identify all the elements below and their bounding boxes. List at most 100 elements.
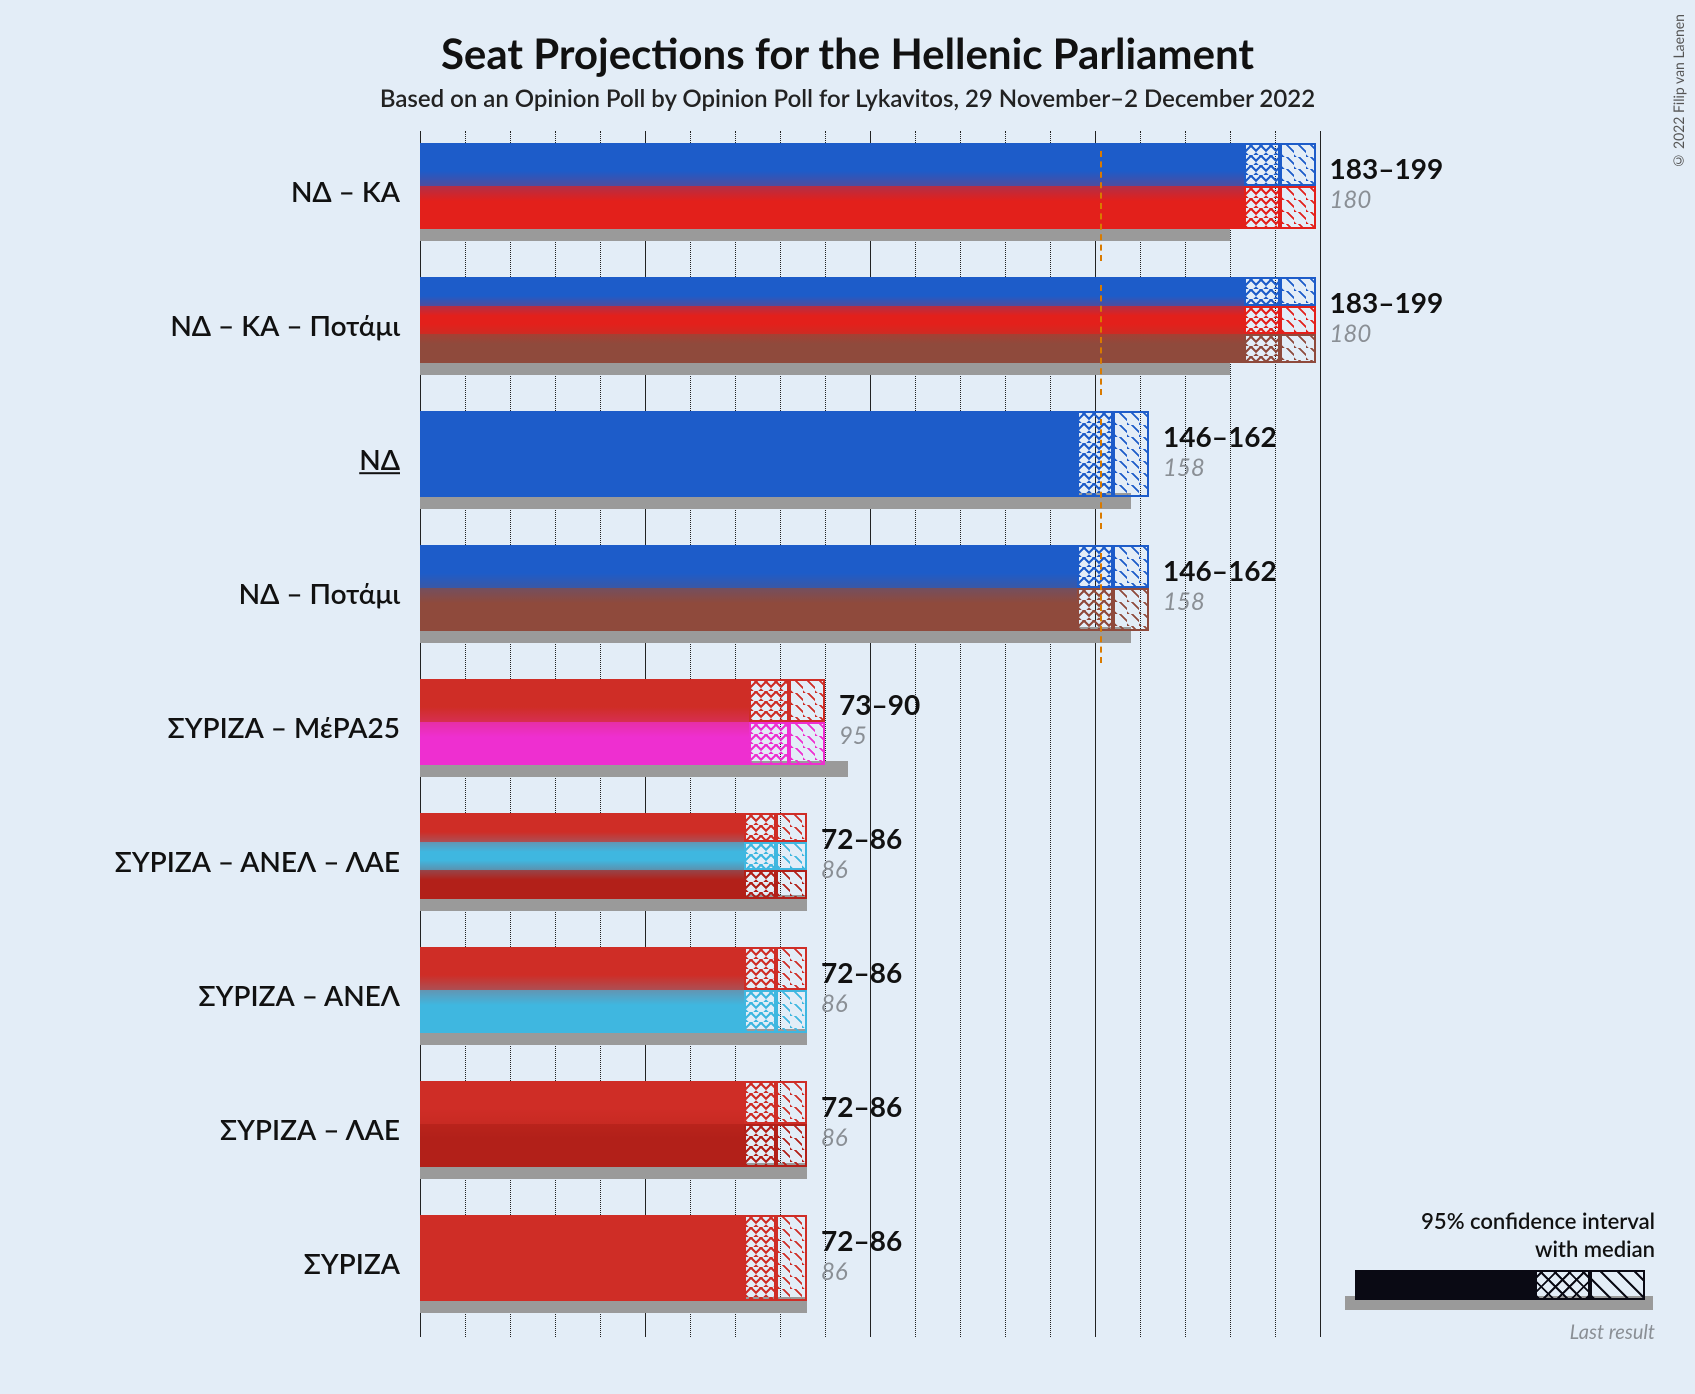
last-result-label: 86 bbox=[821, 1123, 848, 1152]
ci-lower-hatch bbox=[744, 1124, 776, 1167]
bar-stripe bbox=[420, 1081, 744, 1124]
ci-lower-hatch bbox=[744, 990, 776, 1033]
majority-threshold-line bbox=[1100, 285, 1102, 395]
coalition-row: ΣΥΡΙΖΑ – ΜέΡΑ2573–9095 bbox=[70, 667, 1630, 801]
last-result-label: 86 bbox=[821, 989, 848, 1018]
majority-threshold-line bbox=[1100, 151, 1102, 261]
legend-title-line-2: with median bbox=[1535, 1235, 1655, 1262]
bar-stripe bbox=[420, 277, 1244, 306]
ci-upper-hatch bbox=[1113, 411, 1149, 497]
last-result-label: 86 bbox=[821, 1257, 848, 1286]
last-result-label: 158 bbox=[1163, 453, 1205, 482]
ci-upper-hatch bbox=[1280, 334, 1316, 363]
last-result-label: 86 bbox=[821, 855, 848, 884]
last-result-label: 158 bbox=[1163, 587, 1205, 616]
ci-lower-hatch bbox=[744, 1215, 776, 1301]
ci-upper-hatch bbox=[1280, 306, 1316, 335]
chart-container: ΝΔ – ΚΑ183–199180ΝΔ – ΚΑ – Ποτάμι183–199… bbox=[70, 131, 1630, 1337]
ci-lower-hatch bbox=[744, 947, 776, 990]
rows-container: ΝΔ – ΚΑ183–199180ΝΔ – ΚΑ – Ποτάμι183–199… bbox=[70, 131, 1630, 1337]
ci-lower-hatch bbox=[1077, 545, 1113, 588]
range-label: 146–162 bbox=[1163, 553, 1277, 587]
last-result-label: 95 bbox=[839, 721, 867, 750]
ci-lower-hatch bbox=[744, 1081, 776, 1124]
coalition-label: ΝΔ – ΚΑ bbox=[70, 174, 410, 208]
majority-threshold-line bbox=[1100, 419, 1102, 529]
ci-lower-hatch bbox=[749, 679, 790, 722]
bar-stripe bbox=[420, 143, 1244, 186]
coalition-label: ΣΥΡΙΖΑ – ΜέΡΑ25 bbox=[70, 710, 410, 744]
coalition-row: ΝΔ – ΚΑ – Ποτάμι 183–199180 bbox=[70, 265, 1630, 399]
bar-stripe bbox=[420, 1124, 744, 1167]
ci-upper-hatch bbox=[776, 1215, 808, 1301]
last-result-label: 180 bbox=[1330, 319, 1372, 348]
ci-lower-hatch bbox=[1244, 306, 1280, 335]
chart-title: Seat Projections for the Hellenic Parlia… bbox=[0, 0, 1695, 78]
bar-wrap bbox=[420, 411, 1149, 497]
bar-stripe bbox=[420, 588, 1077, 631]
bar-stripe bbox=[420, 990, 744, 1033]
ci-lower-hatch bbox=[749, 722, 790, 765]
bar-wrap bbox=[420, 1081, 807, 1167]
bar-stripe bbox=[420, 842, 744, 871]
bar-wrap bbox=[420, 1215, 807, 1301]
coalition-label: ΣΥΡΙΖΑ – ΑΝΕΛ bbox=[70, 978, 410, 1012]
ci-upper-hatch bbox=[789, 679, 825, 722]
bar-wrap bbox=[420, 143, 1316, 229]
last-result-label: 180 bbox=[1330, 185, 1372, 214]
legend-title-line-1: 95% confidence interval bbox=[1421, 1207, 1655, 1234]
majority-threshold-line bbox=[1100, 553, 1102, 663]
ci-upper-hatch bbox=[1280, 277, 1316, 306]
coalition-label: ΣΥΡΙΖΑ – ΑΝΕΛ – ΛΑΕ bbox=[70, 844, 410, 878]
legend-bar bbox=[1335, 1270, 1655, 1318]
ci-upper-hatch bbox=[776, 813, 808, 842]
bar-wrap bbox=[420, 947, 807, 1033]
ci-lower-hatch bbox=[744, 870, 776, 899]
range-label: 183–199 bbox=[1330, 285, 1444, 319]
coalition-label: ΝΔ bbox=[70, 442, 410, 476]
bar-stripe bbox=[420, 813, 744, 842]
ci-lower-hatch bbox=[1244, 143, 1280, 186]
legend-solid-segment bbox=[1355, 1270, 1535, 1300]
bar-stripe bbox=[420, 545, 1077, 588]
range-label: 72–86 bbox=[821, 955, 902, 989]
legend-title: 95% confidence interval with median bbox=[1335, 1207, 1655, 1262]
ci-upper-hatch bbox=[1113, 588, 1149, 631]
coalition-row: ΣΥΡΙΖΑ – ΛΑΕ72–8686 bbox=[70, 1069, 1630, 1203]
copyright-text: © 2022 Filip van Laenen bbox=[1670, 14, 1687, 170]
coalition-label: ΝΔ – ΚΑ – Ποτάμι bbox=[70, 308, 410, 342]
ci-upper-hatch bbox=[776, 947, 808, 990]
range-label: 183–199 bbox=[1330, 151, 1444, 185]
coalition-label: ΝΔ – Ποτάμι bbox=[70, 576, 410, 610]
bar-stripe bbox=[420, 306, 1244, 335]
range-label: 146–162 bbox=[1163, 419, 1277, 453]
bar-stripe bbox=[420, 722, 749, 765]
bar-stripe bbox=[420, 947, 744, 990]
ci-upper-hatch bbox=[1113, 545, 1149, 588]
bar-stripe bbox=[420, 411, 1077, 497]
ci-lower-hatch bbox=[1077, 411, 1113, 497]
ci-lower-hatch bbox=[744, 813, 776, 842]
ci-upper-hatch bbox=[776, 1081, 808, 1124]
bar-stripe bbox=[420, 334, 1244, 363]
coalition-label: ΣΥΡΙΖΑ – ΛΑΕ bbox=[70, 1112, 410, 1146]
ci-lower-hatch bbox=[744, 842, 776, 871]
bar-stripe bbox=[420, 679, 749, 722]
ci-upper-hatch bbox=[1280, 186, 1316, 229]
legend-diag-segment bbox=[1590, 1270, 1645, 1300]
legend-cross-segment bbox=[1535, 1270, 1590, 1300]
ci-lower-hatch bbox=[1244, 277, 1280, 306]
coalition-label: ΣΥΡΙΖΑ bbox=[70, 1246, 410, 1280]
ci-lower-hatch bbox=[1244, 334, 1280, 363]
bar-wrap bbox=[420, 813, 807, 899]
bar-stripe bbox=[420, 870, 744, 899]
chart-subtitle: Based on an Opinion Poll by Opinion Poll… bbox=[0, 78, 1695, 131]
coalition-row: ΝΔ 146–162158 bbox=[70, 399, 1630, 533]
coalition-row: ΣΥΡΙΖΑ – ΑΝΕΛ 72–8686 bbox=[70, 935, 1630, 1069]
ci-lower-hatch bbox=[1077, 588, 1113, 631]
coalition-row: ΣΥΡΙΖΑ – ΑΝΕΛ – ΛΑΕ 72–8686 bbox=[70, 801, 1630, 935]
coalition-row: ΝΔ – Ποτάμι 146–162158 bbox=[70, 533, 1630, 667]
ci-upper-hatch bbox=[1280, 143, 1316, 186]
ci-upper-hatch bbox=[776, 1124, 808, 1167]
range-label: 72–86 bbox=[821, 821, 902, 855]
